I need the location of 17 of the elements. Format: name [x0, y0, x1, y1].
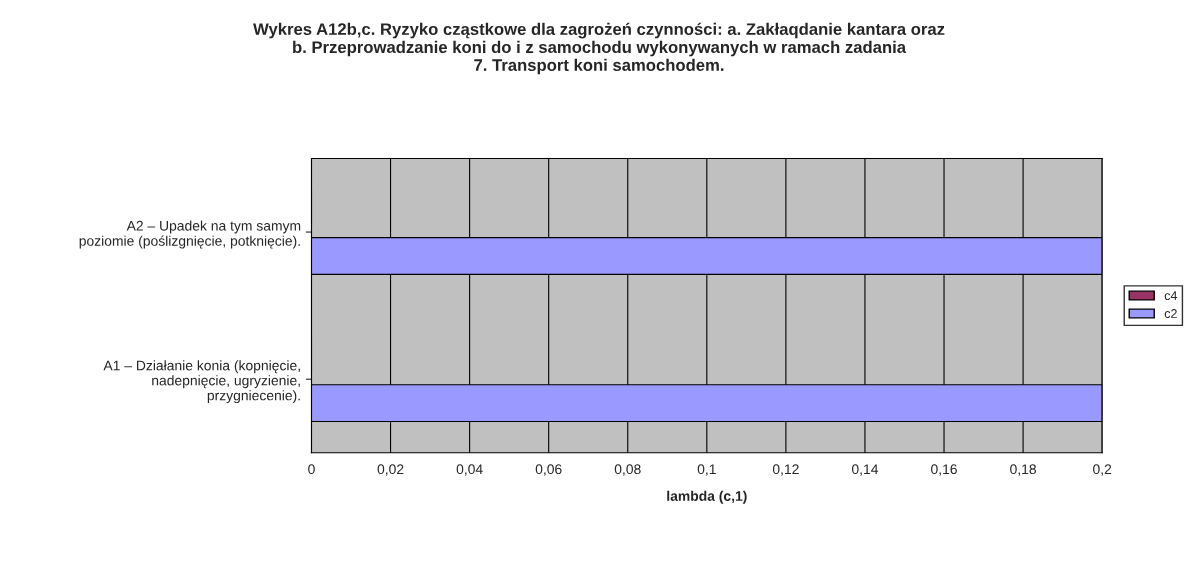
x-tick-label: 0,02 — [377, 464, 404, 476]
x-tick-label: 0,16 — [931, 464, 957, 476]
x-tick-label: 0,08 — [614, 464, 641, 476]
x-tick-label: 0,04 — [456, 464, 483, 476]
x-tick-label: 0,18 — [1010, 464, 1037, 476]
x-tick-label: 0,14 — [851, 464, 879, 476]
x-axis-title: lambda (c,1) — [667, 490, 747, 504]
x-tick-label: 0 — [308, 464, 315, 475]
chart-title: Wykres A12b,c. Ryzyko cząstkowe dla zagrożeń czynności: a. Zakłaqdanie kantara oraz b. Przeprowadzanie koni do i z samochodu wykonywanych w ramach zadania 7. Transport koni samochodem. — [253, 22, 945, 75]
x-tick-label: 0,1 — [697, 464, 716, 476]
y-tick-label: A2 – Upadek na tym samym poziomie (poślizgnięcie, potknięcie). — [79, 220, 301, 249]
legend-label: c2 — [1164, 309, 1177, 318]
x-tick-label: 0,12 — [772, 464, 799, 476]
legend-label: c4 — [1164, 291, 1178, 301]
x-tick-label: 0,2 — [1093, 464, 1112, 476]
y-tick-label: A1 – Działanie konia (kopnięcie, nadepnięcie, ugryzienie, przygniecenie). — [103, 360, 300, 404]
x-tick-label: 0,06 — [535, 464, 562, 476]
